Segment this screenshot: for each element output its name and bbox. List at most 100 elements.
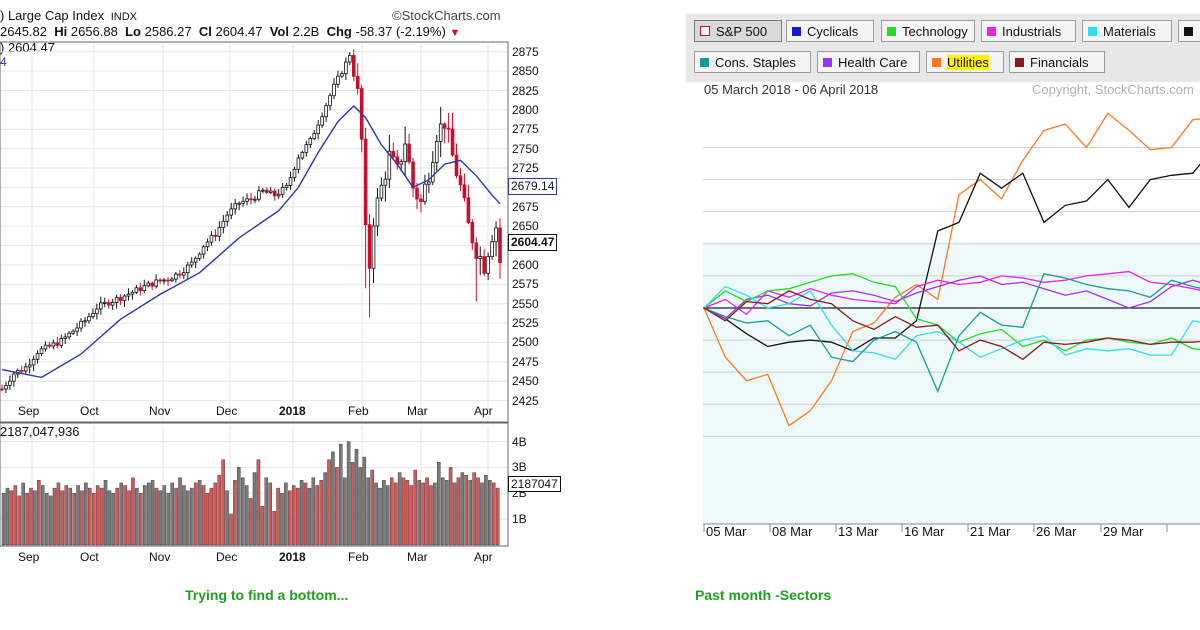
volume-bar	[123, 485, 127, 546]
sector-x-tick-label: 08 Mar	[772, 524, 813, 539]
candle-body	[490, 241, 494, 258]
left-caption: Trying to find a bottom...	[185, 587, 349, 603]
candle-body	[257, 190, 261, 200]
volume-bar	[495, 487, 500, 546]
volume-bar	[429, 485, 433, 546]
candle-body	[106, 302, 111, 306]
left-chart-title-line: ) Large Cap Index INDX	[0, 8, 137, 23]
candle-body	[158, 279, 162, 282]
volume-y-tick-label: 4B	[512, 434, 527, 449]
legend-label: Industrials	[1002, 24, 1062, 39]
candle-body	[99, 302, 103, 310]
sector-x-tick-label: 16 Mar	[904, 524, 945, 539]
volume-bar	[95, 485, 100, 546]
candle-body	[174, 273, 178, 280]
legend-button-health-care[interactable]: Health Care	[817, 51, 920, 73]
volume-bar	[346, 441, 351, 546]
volume-bar	[331, 451, 335, 546]
legend-button-industrials[interactable]: Industrials	[981, 20, 1076, 42]
volume-bar	[99, 487, 104, 546]
volume-bar	[182, 485, 186, 546]
candle-body	[328, 95, 332, 107]
candle-body	[79, 320, 83, 329]
candle-body	[146, 282, 151, 287]
candle-body	[466, 197, 471, 223]
price-x-tick-label: Feb	[348, 404, 369, 418]
price-chart-svg	[0, 41, 509, 547]
candle-body	[225, 214, 230, 222]
volume-bar	[174, 487, 178, 546]
volume-bar	[76, 485, 80, 546]
candle-body	[205, 241, 210, 248]
candle-body	[31, 358, 36, 366]
candle-body	[478, 256, 483, 259]
volume-bar	[452, 482, 457, 546]
volume-bar	[142, 485, 147, 546]
legend-swatch	[887, 27, 896, 36]
price-y-tick-label: 2725	[512, 161, 539, 176]
legend-button-cyclicals[interactable]: Cyclicals	[786, 20, 874, 42]
sector-x-tick-label: 05 Mar	[706, 524, 747, 539]
candle-body	[403, 143, 407, 162]
candle-body	[411, 161, 415, 189]
vol-label: Vol	[269, 24, 289, 39]
candle-body	[142, 285, 147, 292]
volume-bar	[217, 474, 221, 546]
candle-body	[185, 264, 190, 274]
candle-body	[292, 168, 297, 178]
date-range: 05 March 2018 - 06 April 2018	[704, 82, 879, 97]
legend-button-utilities[interactable]: Utilities	[926, 51, 1004, 73]
candle-body	[8, 380, 12, 386]
candle-body	[308, 138, 313, 145]
legend-button-financials[interactable]: Financials	[1009, 51, 1105, 73]
volume-x-tick-label: Sep	[18, 550, 40, 564]
candle-body	[55, 342, 60, 346]
legend-button-materials[interactable]: Materials	[1082, 20, 1172, 42]
volume-readout: 2187,047,936	[0, 424, 80, 439]
legend-label: Materials	[1103, 24, 1156, 39]
volume-bar	[276, 487, 280, 546]
candle-body	[474, 242, 479, 259]
legend-label: Cons. Staples	[715, 55, 796, 70]
candle-body	[95, 308, 99, 315]
price-y-tick-label: 2575	[512, 277, 539, 292]
price-y-tick-label: 2800	[512, 102, 539, 117]
volume-bar	[456, 477, 461, 546]
legend-button-extra[interactable]	[1178, 20, 1200, 42]
legend-swatch	[700, 58, 709, 67]
sector-line	[703, 163, 1200, 352]
volume-bar	[17, 495, 22, 546]
candle-body	[332, 83, 336, 97]
price-x-tick-label: Sep	[18, 404, 40, 418]
volume-bar	[280, 493, 284, 546]
volume-bar	[201, 485, 206, 546]
candle-body	[245, 198, 249, 202]
volume-bar	[342, 477, 347, 546]
volume-bar	[264, 477, 269, 546]
legend-button-cons-staples[interactable]: Cons. Staples	[694, 51, 811, 73]
volume-bar	[472, 472, 476, 546]
candle-body	[280, 187, 285, 195]
volume-bar	[421, 482, 425, 546]
price-y-tick-label: 2875	[512, 44, 539, 59]
candle-body	[229, 208, 234, 216]
price-y-tick-label: 2450	[512, 374, 539, 389]
volume-bar	[44, 493, 49, 546]
candle-body	[486, 256, 490, 274]
legend-swatch	[792, 27, 801, 36]
candle-body	[446, 127, 451, 130]
volume-bar	[354, 449, 359, 546]
legend-swatch	[1184, 27, 1193, 36]
candle-body	[209, 234, 214, 243]
legend-button-s-p-500[interactable]: S&P 500	[694, 20, 782, 42]
candle-body	[102, 302, 107, 304]
volume-bar	[284, 482, 288, 546]
candle-body	[39, 348, 44, 355]
legend-swatch	[1015, 58, 1024, 67]
legend-button-technology[interactable]: Technology	[881, 20, 975, 42]
candle-body	[47, 344, 52, 347]
volume-bar	[323, 472, 327, 546]
volume-bar	[378, 487, 382, 546]
candle-body	[19, 370, 24, 372]
left-chart: ) Large Cap Index INDX ©StockCharts.com …	[0, 0, 580, 603]
